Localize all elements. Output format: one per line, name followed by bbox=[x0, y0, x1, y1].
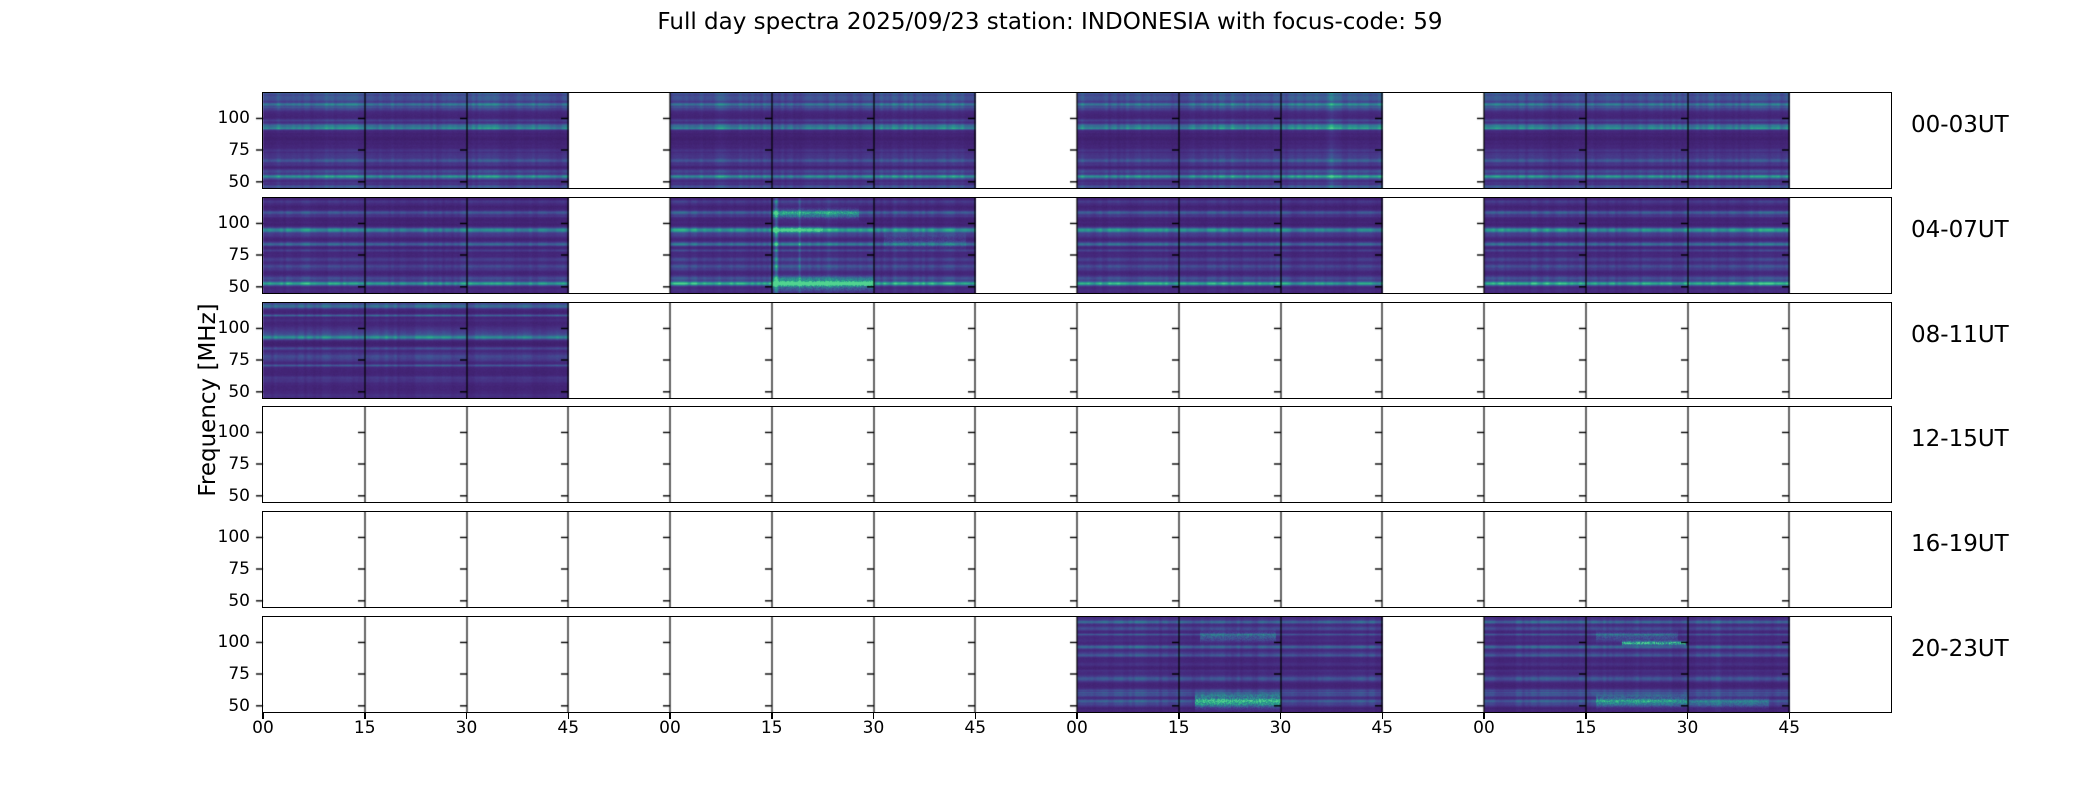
spectrogram-canvas-row0 bbox=[253, 93, 1891, 188]
x-tick bbox=[974, 712, 976, 719]
y-tick-label: 50 bbox=[228, 171, 250, 192]
y-tick-label: 75 bbox=[228, 350, 250, 370]
x-tick bbox=[567, 712, 569, 719]
y-tick-label: 100 bbox=[217, 527, 250, 548]
row-label: 12-15UT bbox=[1911, 426, 2009, 452]
y-tick-label: 50 bbox=[228, 276, 250, 297]
row-label: 16-19UT bbox=[1911, 531, 2009, 557]
panel-row1 bbox=[261, 196, 1892, 294]
x-tick-label: 15 bbox=[1574, 718, 1597, 738]
spectrogram-canvas-row3 bbox=[253, 407, 1891, 502]
y-tick-label: 75 bbox=[228, 245, 250, 265]
panel-row4 bbox=[261, 510, 1892, 608]
x-tick bbox=[1585, 712, 1587, 719]
y-tick-label: 100 bbox=[217, 318, 250, 339]
x-tick-label: 45 bbox=[1778, 718, 1801, 738]
x-tick-label: 30 bbox=[862, 718, 885, 738]
spectrogram-canvas-row4 bbox=[253, 512, 1891, 607]
row-label: 08-11UT bbox=[1911, 322, 2009, 348]
x-tick bbox=[1279, 712, 1282, 719]
y-tick-label: 100 bbox=[217, 632, 250, 653]
y-tick-label: 100 bbox=[217, 422, 250, 443]
x-tick-label: 00 bbox=[252, 718, 274, 738]
x-tick bbox=[364, 712, 366, 719]
row-label: 20-23UT bbox=[1911, 636, 2009, 662]
y-tick-label: 75 bbox=[228, 454, 250, 474]
x-tick bbox=[669, 712, 671, 719]
y-tick-label: 75 bbox=[228, 559, 250, 579]
x-tick-label: 15 bbox=[353, 718, 376, 738]
chart-title: Full day spectra 2025/09/23 station: IND… bbox=[657, 9, 1443, 35]
panel-row3 bbox=[261, 405, 1892, 503]
x-tick-label: 15 bbox=[760, 718, 783, 738]
x-tick-label: 00 bbox=[1473, 718, 1495, 738]
y-tick-label: 50 bbox=[228, 695, 250, 716]
y-tick-label: 50 bbox=[228, 381, 250, 402]
x-tick bbox=[1381, 712, 1383, 719]
y-tick-label: 50 bbox=[228, 590, 250, 611]
row-label: 00-03UT bbox=[1911, 112, 2009, 138]
x-tick bbox=[1788, 712, 1790, 719]
x-tick bbox=[872, 712, 875, 719]
x-tick-label: 00 bbox=[1066, 718, 1088, 738]
x-tick-label: 30 bbox=[1676, 718, 1699, 738]
spectrogram-canvas-row1 bbox=[253, 198, 1891, 293]
x-tick bbox=[262, 712, 264, 719]
x-tick bbox=[465, 712, 468, 719]
y-tick-label: 50 bbox=[228, 485, 250, 506]
x-tick-label: 30 bbox=[455, 718, 478, 738]
x-tick bbox=[1076, 712, 1078, 719]
x-tick-label: 45 bbox=[964, 718, 987, 738]
x-tick-label: 15 bbox=[1167, 718, 1190, 738]
y-tick-label: 75 bbox=[228, 140, 250, 160]
y-tick-label: 100 bbox=[217, 108, 250, 129]
spectrogram-canvas-row2 bbox=[253, 303, 1891, 398]
panel-row5 bbox=[261, 615, 1892, 713]
x-tick bbox=[1686, 712, 1689, 719]
x-tick-label: 45 bbox=[557, 718, 580, 738]
spectrogram-canvas-row5 bbox=[253, 617, 1891, 712]
x-tick bbox=[771, 712, 773, 719]
panel-row2 bbox=[261, 301, 1892, 399]
row-label: 04-07UT bbox=[1911, 217, 2009, 243]
x-tick-label: 30 bbox=[1269, 718, 1292, 738]
x-tick bbox=[1483, 712, 1485, 719]
y-tick-label: 75 bbox=[228, 664, 250, 684]
x-tick bbox=[1178, 712, 1180, 719]
panel-row0 bbox=[261, 91, 1892, 189]
y-tick-label: 100 bbox=[217, 213, 250, 234]
x-tick-label: 00 bbox=[659, 718, 681, 738]
x-tick-label: 45 bbox=[1371, 718, 1394, 738]
